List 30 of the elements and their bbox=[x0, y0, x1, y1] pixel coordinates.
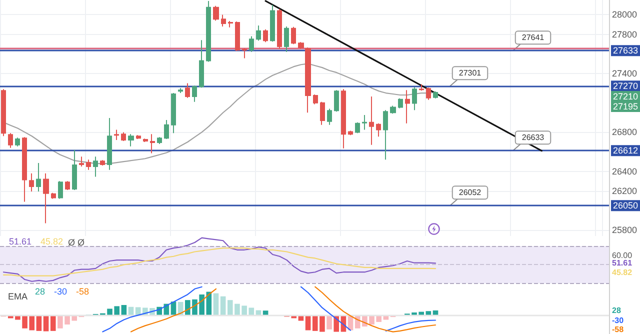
y-tick-label: -30 bbox=[612, 316, 624, 325]
y-tick-label: 26400 bbox=[612, 166, 638, 176]
text: -58 bbox=[612, 324, 624, 334]
y-tick-label: 28000 bbox=[612, 10, 638, 20]
y-tick-label: 25800 bbox=[612, 225, 638, 236]
text: 27210 bbox=[613, 92, 638, 102]
text: 28 bbox=[35, 286, 46, 296]
annotation: 26633 bbox=[522, 133, 545, 142]
text: 45.82 bbox=[612, 268, 633, 277]
text: EMA bbox=[8, 292, 28, 302]
annotation: Ø Ø bbox=[68, 238, 85, 248]
y-tick-label: 51.61 bbox=[612, 258, 633, 268]
text: -58 bbox=[76, 286, 90, 296]
y-tick-label: 26800 bbox=[612, 127, 638, 138]
y-tick-label: 60.00 bbox=[612, 250, 633, 260]
ref-line-label: 26612 bbox=[613, 146, 638, 156]
annotation: 26052 bbox=[458, 188, 482, 198]
annotation: 27641 bbox=[522, 33, 545, 42]
y-tick-label: 28 bbox=[612, 306, 622, 315]
y-tick-label: 26200 bbox=[612, 186, 638, 196]
y-tick-label: 27400 bbox=[612, 68, 638, 78]
text: 27195 bbox=[613, 102, 638, 112]
annotation: 27301 bbox=[458, 68, 482, 78]
text: 51.61 bbox=[9, 236, 32, 246]
y-tick-label: 27800 bbox=[612, 29, 638, 40]
text: -30 bbox=[54, 286, 68, 296]
ref-line-label: 27633 bbox=[613, 46, 638, 56]
text: 45.82 bbox=[40, 236, 64, 246]
ref-line-label: 27270 bbox=[613, 81, 638, 92]
ref-line-label: 26050 bbox=[613, 200, 638, 211]
